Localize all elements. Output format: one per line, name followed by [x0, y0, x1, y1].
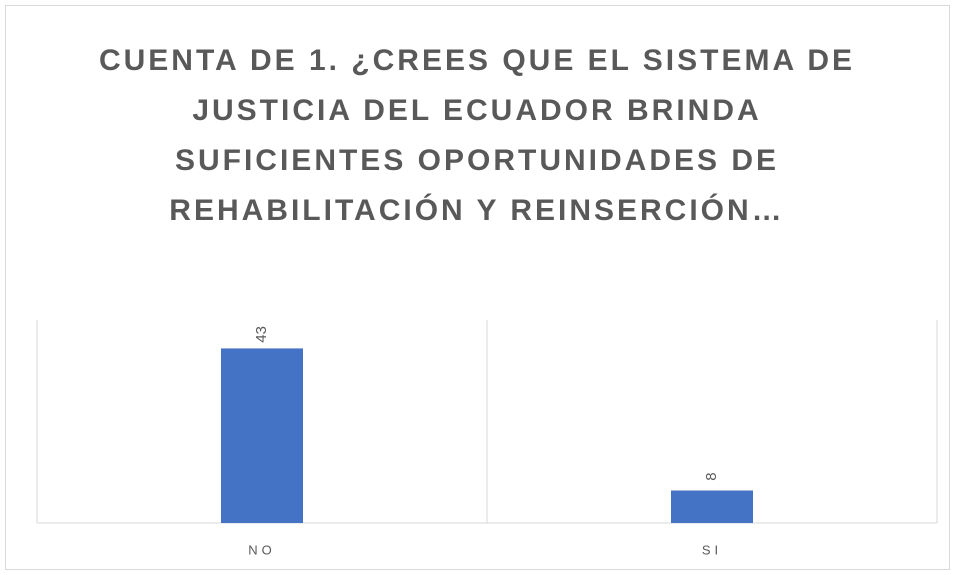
data-label: 43	[253, 326, 270, 343]
x-tick-label: NO	[248, 542, 276, 557]
data-label: 8	[703, 472, 720, 480]
chart-title: CUENTA DE 1. ¿CREES QUE EL SISTEMA DE JU…	[98, 44, 856, 227]
x-tick-label: SI	[702, 542, 722, 557]
chart-border	[5, 5, 950, 570]
bar	[671, 490, 753, 523]
bar	[221, 348, 303, 523]
